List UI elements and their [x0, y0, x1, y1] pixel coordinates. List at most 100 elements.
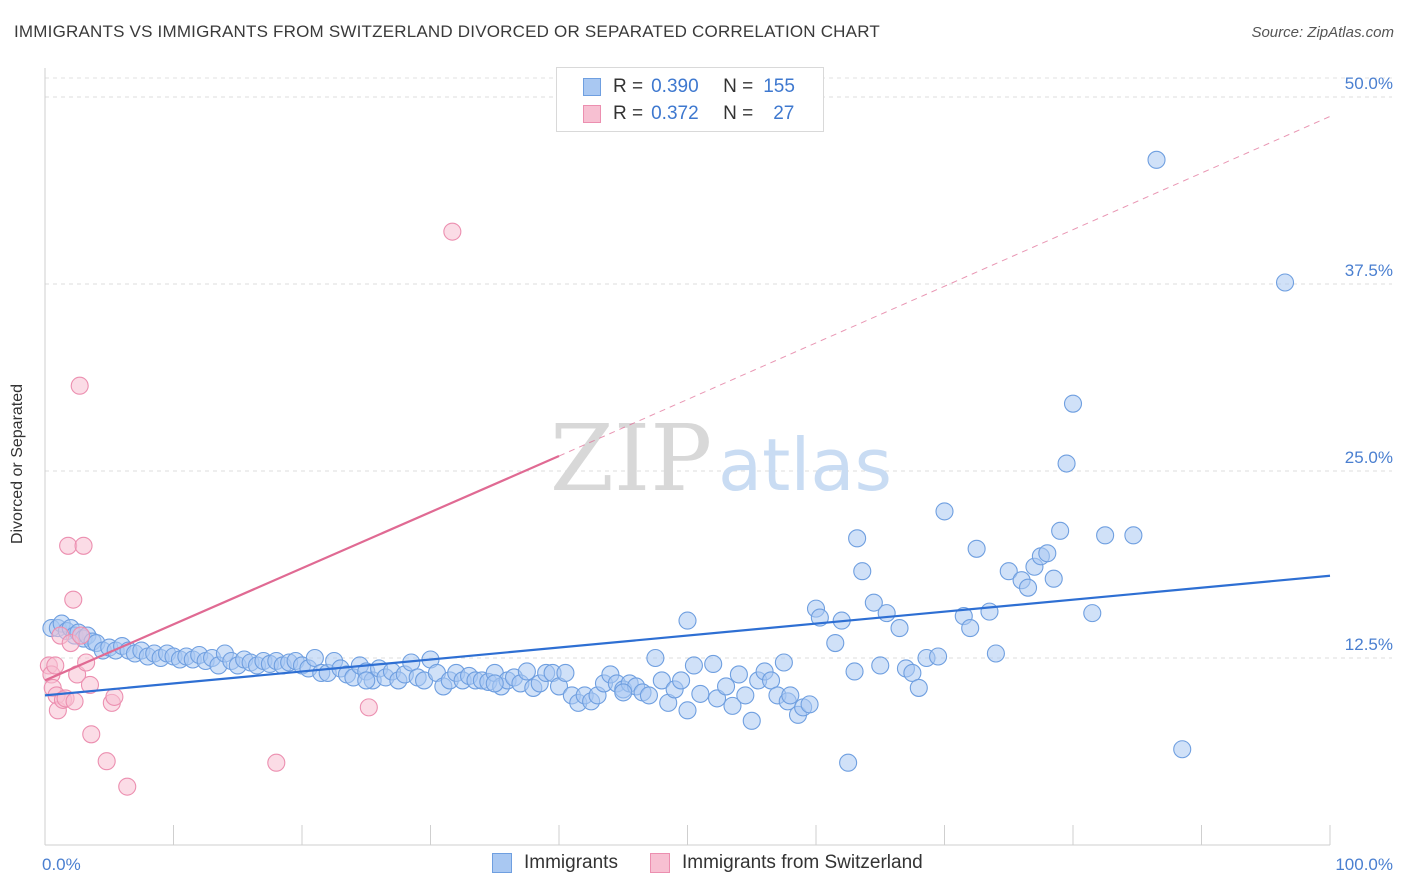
data-point — [929, 647, 948, 666]
trend-line-switzerland — [44, 455, 560, 682]
legend-label-immigrants: Immigrants — [524, 852, 618, 873]
data-point — [672, 671, 691, 690]
n-value: 155 — [763, 76, 795, 97]
data-point — [845, 662, 864, 681]
legend-item-immigrants[interactable]: Immigrants — [492, 852, 618, 874]
r-value: 0.372 — [651, 103, 699, 124]
data-point — [848, 529, 867, 548]
data-point — [1096, 526, 1115, 545]
legend-item-switzerland[interactable]: Immigrants from Switzerland — [649, 852, 923, 874]
data-point — [1018, 578, 1038, 597]
data-point — [909, 678, 928, 697]
data-point — [97, 752, 116, 771]
n-label: N = — [723, 103, 754, 124]
x-tick-label-min: 0.0% — [42, 855, 81, 874]
data-point — [639, 686, 659, 705]
data-point — [723, 696, 742, 715]
y-tick-label: 12.5% — [1345, 635, 1393, 654]
data-point — [961, 619, 980, 638]
data-point — [1057, 454, 1076, 473]
data-point — [871, 656, 890, 675]
watermark-zip: ZIP — [550, 405, 712, 512]
data-point — [800, 695, 819, 714]
data-point — [853, 562, 872, 581]
data-point — [556, 663, 575, 683]
chart-title: IMMIGRANTS VS IMMIGRANTS FROM SWITZERLAN… — [14, 22, 880, 41]
y-tick-label: 37.5% — [1345, 261, 1393, 280]
data-point — [70, 376, 89, 395]
data-point — [74, 536, 93, 555]
y-tick-label: 25.0% — [1345, 448, 1393, 467]
data-point — [704, 654, 723, 674]
r-label: R = — [613, 103, 644, 124]
data-point — [826, 633, 845, 653]
data-point — [877, 604, 896, 623]
r-label: R = — [613, 76, 644, 97]
data-point — [517, 662, 536, 681]
data-point — [614, 683, 633, 702]
watermark-atlas: atlas — [718, 423, 892, 507]
data-point — [59, 536, 78, 555]
data-point — [839, 753, 858, 772]
data-point — [1275, 273, 1295, 292]
data-point — [742, 711, 761, 730]
data-point — [267, 753, 286, 772]
legend-label-switzerland: Immigrants from Switzerland — [681, 852, 923, 873]
data-point — [118, 777, 137, 796]
data-point — [903, 663, 922, 683]
data-point — [1083, 604, 1102, 623]
r-value: 0.390 — [651, 76, 699, 97]
data-point — [761, 671, 781, 690]
data-point — [64, 590, 83, 609]
data-point — [781, 686, 800, 705]
stats-legend-row-immigrants: R = 0.390 N = 155 — [557, 73, 795, 101]
y-tick-label: 50.0% — [1345, 74, 1393, 93]
data-point — [691, 684, 710, 703]
data-point — [359, 698, 378, 717]
data-point — [708, 689, 727, 708]
data-point — [357, 671, 376, 690]
data-point — [65, 692, 84, 711]
data-point — [46, 656, 65, 675]
x-tick-label-max: 100.0% — [1335, 855, 1393, 874]
trend-extension-dashed — [558, 115, 1331, 457]
immigrants-legend-swatch — [492, 853, 512, 873]
data-point — [1147, 150, 1166, 169]
data-point — [1038, 544, 1057, 563]
data-point — [82, 725, 101, 744]
grid-lines — [45, 77, 1392, 659]
data-point — [774, 653, 793, 672]
data-point — [71, 626, 91, 645]
switzerland-swatch — [583, 105, 601, 123]
axes — [44, 68, 1331, 846]
data-point — [678, 701, 697, 720]
data-point — [967, 539, 986, 558]
series-legend: Immigrants Immigrants from Switzerland — [492, 852, 955, 874]
data-point — [652, 671, 671, 690]
data-point — [485, 674, 504, 693]
watermark: ZIP atlas — [550, 405, 892, 512]
trend-line-immigrants — [44, 574, 1331, 697]
data-point — [999, 562, 1018, 581]
data-point — [1044, 569, 1063, 588]
data-point — [305, 648, 324, 668]
data-point — [1051, 521, 1070, 540]
data-point — [684, 656, 703, 675]
data-point — [678, 611, 697, 630]
stats-legend-row-switzerland: R = 0.372 N = 27 — [557, 100, 794, 128]
data-point — [716, 677, 736, 696]
switzerland-legend-swatch — [649, 853, 670, 873]
data-point — [105, 687, 124, 706]
data-point — [890, 619, 909, 638]
data-point — [1124, 526, 1143, 545]
data-point — [986, 644, 1005, 663]
data-point — [80, 675, 100, 694]
data-point — [443, 222, 462, 241]
data-point — [1063, 394, 1083, 413]
data-point — [729, 665, 748, 684]
n-value: 27 — [773, 103, 795, 124]
data-point — [980, 602, 999, 621]
data-point — [935, 502, 954, 521]
data-point — [1173, 740, 1192, 759]
